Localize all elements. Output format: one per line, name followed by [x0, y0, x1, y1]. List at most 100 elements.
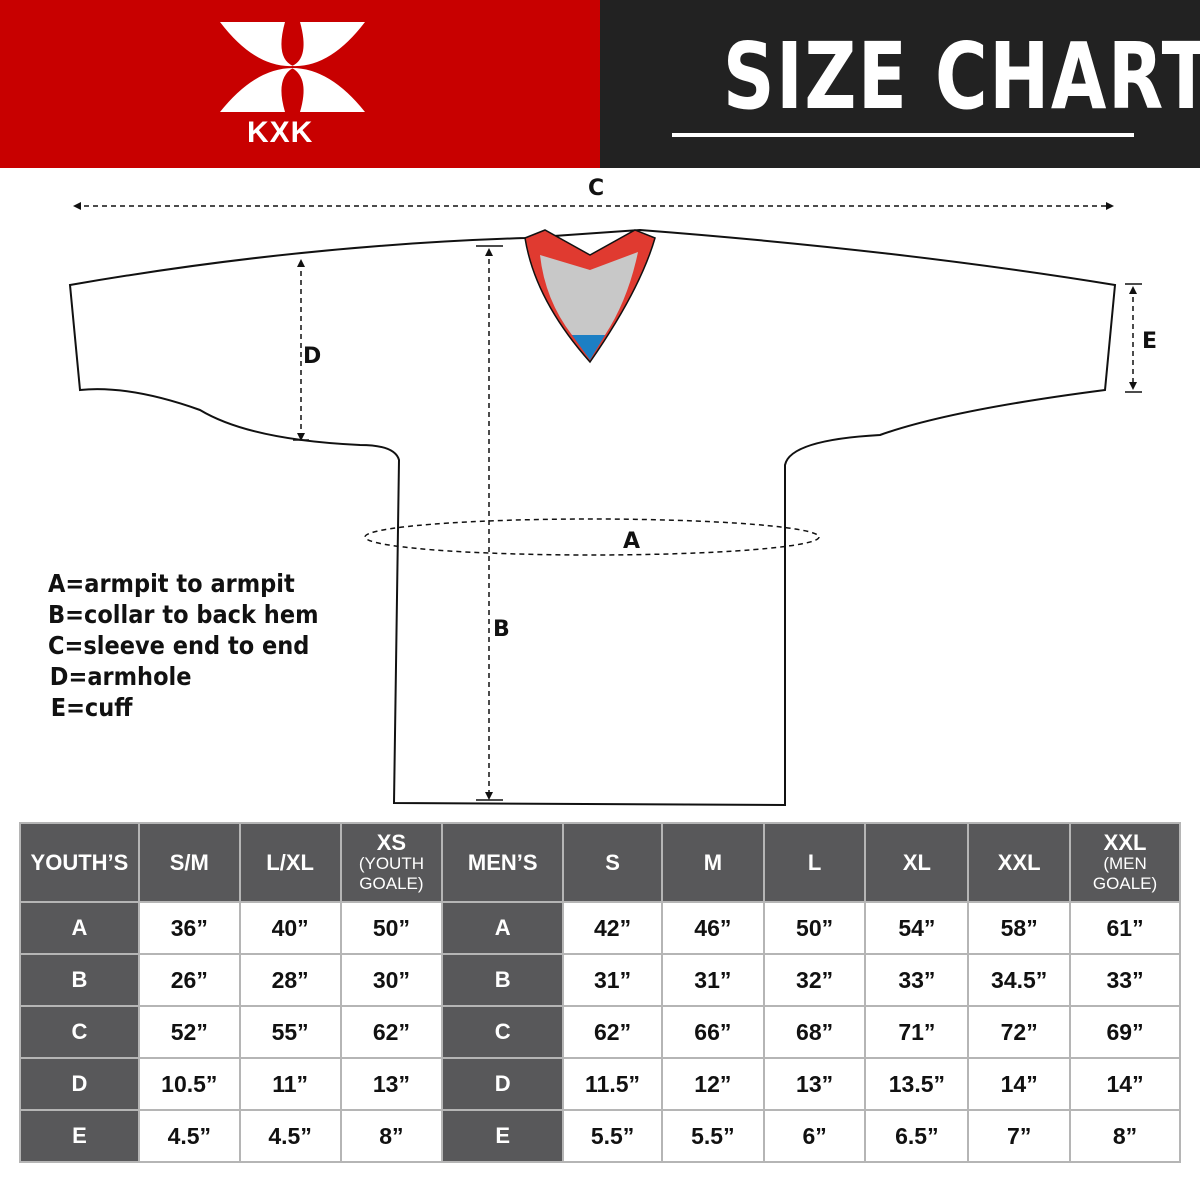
youth-size-header: S/M: [137, 822, 241, 903]
cell-text: 54”: [898, 915, 936, 941]
youth-value: 52”: [137, 1005, 241, 1059]
table-row: C 52” 55” 62” C 62” 66” 68” 71” 72” 69”: [19, 1005, 1181, 1059]
size-table: YOUTH’S S/M L/XL XS (YOUTH GOALE) MEN’S S M L XL X…: [19, 822, 1181, 1163]
youth-size-header: XS (YOUTH GOALE): [339, 822, 444, 903]
cell-text: 26”: [170, 967, 208, 993]
legend-item: A=armpit to armpit: [48, 569, 295, 598]
cell-text: 32”: [796, 967, 834, 993]
cell-text: 61”: [1106, 915, 1144, 941]
cell-text: E: [72, 1123, 87, 1148]
row-key: B: [441, 953, 565, 1007]
legend-item: D=armhole: [49, 662, 192, 691]
men-value: 11.5”: [562, 1057, 663, 1111]
cell-text: 5.5”: [590, 1123, 635, 1149]
men-value: 14”: [1069, 1057, 1181, 1111]
men-value: 68”: [762, 1005, 867, 1059]
dimension-label-b: B: [493, 617, 510, 642]
table-row: B 26” 28” 30” B 31” 31” 32” 33” 34.5” 33”: [19, 953, 1181, 1007]
men-value: 7”: [967, 1109, 1072, 1163]
youth-value: 4.5”: [238, 1109, 342, 1163]
cell-text: 69”: [1106, 1019, 1144, 1045]
cell-text: L/XL: [266, 849, 314, 875]
header-brand-panel: [0, 0, 600, 168]
men-value: 72”: [967, 1005, 1072, 1059]
youth-value: 62”: [339, 1005, 444, 1059]
men-value: 58”: [967, 901, 1072, 955]
men-size-header: M: [660, 822, 765, 903]
cell-text: 52”: [170, 1019, 208, 1045]
cell-text: E: [495, 1123, 511, 1148]
men-value: 8”: [1069, 1109, 1181, 1163]
row-key: E: [19, 1109, 140, 1163]
measurement-legend: A=armpit to armpit B=collar to back hem …: [48, 568, 319, 723]
cell-text: 34.5”: [991, 967, 1048, 993]
cell-text: 11”: [272, 1071, 309, 1097]
men-value: 69”: [1069, 1005, 1181, 1059]
cell-text: 68”: [796, 1019, 834, 1045]
youth-value: 4.5”: [137, 1109, 241, 1163]
men-value: 46”: [660, 901, 765, 955]
cell-text: 14”: [1106, 1071, 1144, 1097]
men-value: 71”: [864, 1005, 970, 1059]
cell-text: 55”: [271, 1019, 309, 1045]
youth-value: 28”: [238, 953, 342, 1007]
youth-value: 8”: [339, 1109, 444, 1163]
row-key: A: [19, 901, 140, 955]
dimension-label-e: E: [1142, 329, 1158, 354]
cell-text: 4.5”: [268, 1123, 312, 1149]
men-size-header: XXL: [967, 822, 1072, 903]
men-size-header: S: [562, 822, 663, 903]
youth-value: 26”: [137, 953, 241, 1007]
youth-value: 30”: [339, 953, 444, 1007]
cell-text: 31”: [594, 967, 632, 993]
cell-text: XXL: [1103, 829, 1147, 855]
cell-text: 8”: [379, 1123, 404, 1149]
cell-text: 42”: [594, 915, 632, 941]
cell-text: D: [71, 1071, 88, 1096]
men-value: 32”: [762, 953, 867, 1007]
cell-text: C: [494, 1019, 511, 1044]
row-key: C: [441, 1005, 565, 1059]
men-value: 42”: [562, 901, 663, 955]
table-header-row: YOUTH’S S/M L/XL XS (YOUTH GOALE) MEN’S S M L XL X…: [19, 822, 1181, 903]
youth-size-header: L/XL: [238, 822, 342, 903]
table-row: D 10.5” 11” 13” D 11.5” 12” 13” 13.5” 14” 14”: [19, 1057, 1181, 1111]
row-key: E: [441, 1109, 565, 1163]
cell-text: 6”: [802, 1123, 827, 1149]
cell-text: 8”: [1112, 1123, 1138, 1149]
cell-text: YOUTH’S: [30, 849, 129, 875]
men-value: 14”: [967, 1057, 1072, 1111]
table-row: A 36” 40” 50” A 42” 46” 50” 54” 58” 61”: [19, 901, 1181, 955]
row-key: D: [19, 1057, 140, 1111]
title-underline: [672, 133, 1134, 137]
men-value: 13”: [762, 1057, 867, 1111]
cell-text: S/M: [169, 849, 209, 875]
men-value: 5.5”: [660, 1109, 765, 1163]
cell-text: B: [71, 967, 88, 992]
cell-text: L: [807, 849, 822, 875]
row-key: D: [441, 1057, 565, 1111]
cell-text: 11.5”: [585, 1071, 641, 1097]
men-size-header: L: [762, 822, 867, 903]
cell-text: 71”: [898, 1019, 936, 1045]
cell-text: B: [494, 967, 511, 992]
cell-text: XS: [376, 829, 407, 855]
cell-text: 6.5”: [895, 1123, 939, 1149]
cell-text: S: [605, 849, 620, 875]
youth-value: 13”: [339, 1057, 444, 1111]
cell-text: 33”: [898, 967, 936, 993]
cell-text: 13.5”: [888, 1071, 945, 1097]
row-key: C: [19, 1005, 140, 1059]
youth-value: 36”: [137, 901, 241, 955]
men-value: 54”: [864, 901, 970, 955]
cell-text: 13”: [796, 1071, 834, 1097]
cell-text: 36”: [170, 915, 208, 941]
men-size-header: XXL (MEN GOALE): [1069, 822, 1181, 903]
men-value: 62”: [562, 1005, 663, 1059]
cell-text: 7”: [1007, 1123, 1032, 1149]
cell-text: 12”: [694, 1071, 732, 1097]
youth-value: 11”: [238, 1057, 342, 1111]
cell-text: 31”: [694, 967, 732, 993]
men-value: 6”: [762, 1109, 867, 1163]
men-value: 34.5”: [967, 953, 1072, 1007]
